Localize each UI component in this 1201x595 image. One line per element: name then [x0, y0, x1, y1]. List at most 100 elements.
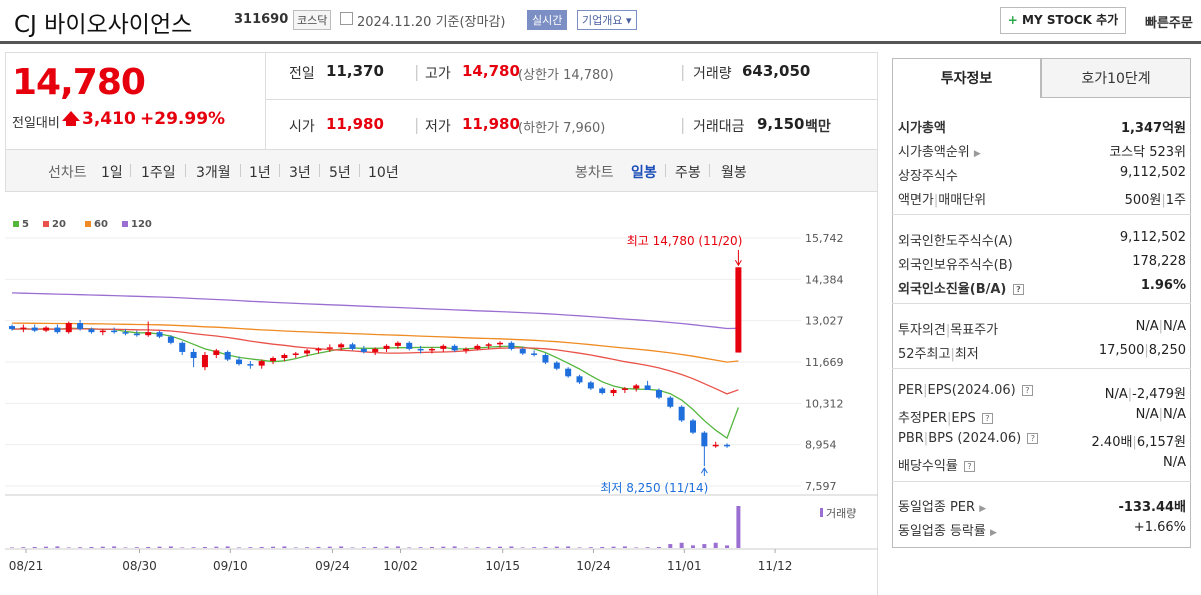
add-my-stock-button[interactable]: + MY STOCK 추가	[1000, 7, 1126, 34]
volume-bar	[384, 546, 389, 548]
volume-bar	[736, 506, 741, 548]
tab-10y[interactable]: 10년	[368, 165, 399, 181]
candle-body	[701, 432, 708, 447]
low-arrow-head	[700, 467, 708, 474]
volume-bar	[441, 546, 446, 548]
help-icon[interactable]: ?	[1027, 433, 1039, 444]
info-row-opinion: 투자의견|목표주가 N/A|N/A	[898, 319, 1186, 338]
volume-bar	[554, 546, 559, 548]
volume-bar	[271, 546, 276, 548]
volume-bar	[520, 547, 525, 548]
divider	[319, 164, 320, 177]
volume-bar	[225, 546, 230, 548]
volume-bar	[691, 545, 695, 548]
candle-body	[258, 361, 265, 366]
volume-bar	[611, 546, 616, 548]
volume-bar	[622, 546, 627, 548]
candle-body	[655, 389, 662, 398]
volume-bar	[21, 547, 26, 548]
volume-bar	[702, 544, 707, 548]
candle-chart-label: 봉차트	[575, 165, 614, 181]
volume-bar	[134, 547, 139, 548]
divider	[185, 164, 186, 177]
help-icon[interactable]: ?	[1012, 284, 1024, 295]
x-tick-label: 10/24	[576, 559, 611, 573]
ma-20-line	[11, 328, 739, 395]
x-tick-label: 09/10	[213, 559, 248, 573]
realtime-button[interactable]: 실시간	[527, 10, 568, 30]
investment-info-panel	[892, 98, 1191, 548]
info-row-sector-change[interactable]: 동일업종 등락률 ▶ +1.66%	[898, 520, 1186, 539]
volume-bar	[407, 547, 412, 548]
prev-close-value: 11,370	[326, 62, 384, 80]
caret-right-icon: ▶	[973, 149, 981, 159]
tab-weekly[interactable]: 주봉	[675, 165, 701, 181]
help-icon[interactable]: ?	[1021, 385, 1033, 396]
volume-bar	[55, 546, 60, 548]
tab-order-book[interactable]: 호가10단계	[1041, 58, 1191, 98]
volume-bar	[248, 547, 253, 548]
y-tick-label: 15,742	[805, 232, 844, 245]
candle-body	[690, 420, 696, 433]
candle-body	[576, 376, 583, 383]
ma-5-line	[11, 327, 740, 440]
volume-bar	[202, 546, 207, 548]
volume-bar	[475, 547, 480, 548]
candle-body	[315, 348, 322, 351]
tab-1w[interactable]: 1주일	[141, 165, 176, 181]
volume-bar	[361, 547, 366, 548]
help-icon[interactable]: ?	[963, 461, 975, 472]
tab-3m[interactable]: 3개월	[196, 165, 231, 181]
info-row-dividend: 배당수익률 ? N/A	[898, 455, 1186, 474]
x-tick-label: 10/02	[383, 559, 418, 573]
candle-body	[531, 353, 538, 355]
candle-body	[247, 364, 254, 366]
change-label: 전일대비	[12, 116, 60, 131]
y-tick-label: 11,669	[805, 356, 844, 369]
tab-investment-info[interactable]: 투자정보	[892, 58, 1041, 98]
volume-bar	[282, 546, 287, 548]
low-label: 저가	[425, 119, 451, 135]
help-icon[interactable]: ?	[981, 413, 993, 424]
divider	[892, 214, 1191, 215]
tab-daily[interactable]: 일봉	[631, 165, 657, 181]
candle-body	[179, 342, 186, 352]
info-row-par-value: 액면가|매매단위 500원|1주	[898, 193, 1186, 208]
info-row-per: PER|EPS(2024.06) ? N/A|-2,479원	[898, 383, 1186, 402]
quick-order-button[interactable]: 빠른주문	[1145, 16, 1193, 31]
candle-body	[338, 344, 345, 348]
candle-body	[281, 354, 288, 359]
volume-bar	[498, 546, 503, 548]
volume-bar	[464, 547, 468, 548]
legend-swatch-20	[43, 221, 49, 227]
volume-bar	[395, 546, 400, 548]
company-overview-dropdown[interactable]: 기업개요 ▾	[577, 10, 637, 30]
low-value: 11,980	[462, 115, 520, 133]
tab-monthly[interactable]: 월봉	[721, 165, 747, 181]
tab-5y[interactable]: 5년	[329, 165, 351, 181]
candle-body	[383, 345, 390, 349]
x-tick-label: 08/21	[9, 559, 44, 573]
candle-body	[372, 348, 379, 352]
candle-body	[43, 327, 50, 331]
candle-body	[542, 354, 549, 363]
candle-body	[190, 351, 197, 359]
info-row-sector-per[interactable]: 동일업종 PER ▶ -133.44배	[898, 500, 1186, 515]
candle-body	[485, 344, 492, 346]
high-annotation: 최고 14,780 (11/20)	[627, 234, 743, 248]
volume-bar	[89, 546, 94, 548]
candle-body	[519, 348, 526, 354]
tab-1d[interactable]: 1일	[101, 165, 123, 181]
info-row-market-cap-rank[interactable]: 시가총액순위 ▶ 코스닥 523위	[898, 145, 1186, 160]
y-tick-label: 7,597	[805, 480, 837, 493]
price-chart[interactable]: 5 20 60 120 15,742 14,384 13,027 11,669 10,312 8,…	[5, 192, 878, 595]
candle-body	[428, 348, 435, 351]
caret-right-icon: ▶	[990, 528, 997, 538]
tab-3y[interactable]: 3년	[289, 165, 311, 181]
volume-value: 643,050	[742, 62, 811, 80]
candle-body	[508, 342, 515, 349]
tab-1y[interactable]: 1년	[249, 165, 271, 181]
divider: |	[414, 115, 420, 134]
volume-legend-swatch	[820, 508, 823, 517]
candle-body	[451, 345, 458, 351]
